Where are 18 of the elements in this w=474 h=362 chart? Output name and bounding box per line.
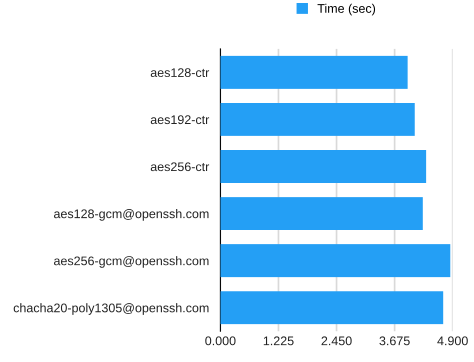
bar — [220, 291, 444, 324]
bar — [220, 56, 408, 89]
y-tick-label: aes192-ctr — [150, 115, 210, 124]
x-tick-label: 0.000 — [205, 336, 236, 346]
y-tick-label: aes128-ctr — [150, 68, 210, 78]
bar — [220, 197, 423, 230]
bar — [220, 244, 450, 278]
x-tick-label: 3.675 — [379, 336, 410, 346]
y-tick-label: chacha20-poly1305@openssh.com — [14, 303, 208, 315]
y-tick-label: aes256-ctr — [150, 162, 210, 172]
x-tick-label: 4.900 — [437, 336, 468, 346]
x-tick-label: 1.225 — [264, 336, 294, 346]
bar — [220, 102, 415, 136]
y-tick-label: aes128-gcm@openssh.com — [54, 209, 208, 221]
bar — [220, 150, 426, 183]
legend-label: Time (sec) — [318, 4, 376, 16]
x-tick-label: 2.450 — [322, 336, 352, 346]
y-tick-label: aes256-gcm@openssh.com — [54, 256, 208, 268]
